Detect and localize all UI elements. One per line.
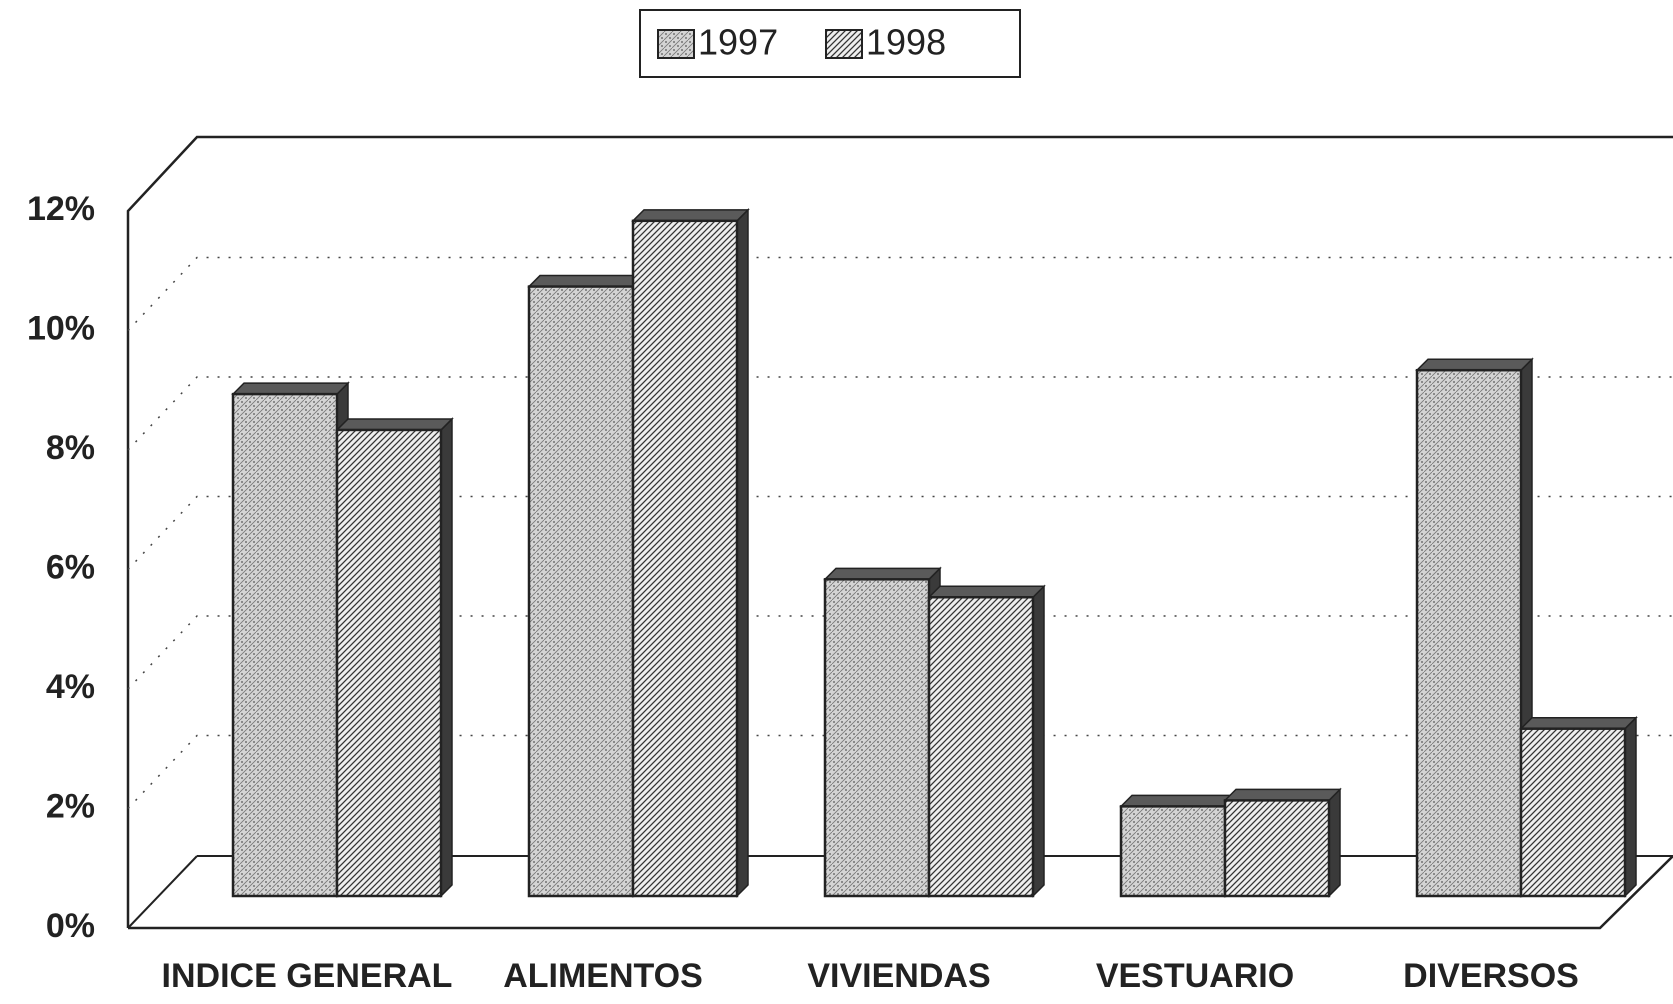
x-tick-label: VESTUARIO [1096, 957, 1294, 995]
x-tick-label: ALIMENTOS [503, 957, 703, 995]
bar-face [631, 209, 750, 222]
bar [335, 417, 454, 898]
bar [1119, 793, 1238, 898]
grid-line [127, 376, 1673, 451]
bar [1519, 715, 1638, 898]
bar [823, 566, 942, 898]
legend-label: 1997 [698, 22, 778, 63]
bar-face [1519, 716, 1638, 730]
x-tick-label: INDICE GENERAL [162, 957, 453, 995]
bar-face [231, 392, 339, 898]
grid-line [127, 615, 1673, 690]
legend-swatch [657, 29, 695, 59]
bar-face [823, 567, 942, 581]
legend-swatch [825, 29, 863, 59]
bar [231, 381, 350, 898]
grid-line [127, 495, 1673, 571]
grid-line [127, 734, 1673, 810]
bar-face [823, 578, 931, 898]
bar-face [231, 382, 350, 395]
bar [1415, 357, 1534, 898]
bar [631, 208, 750, 898]
grid-line [127, 256, 1673, 332]
x-tick-label: DIVERSOS [1403, 957, 1579, 995]
y-tick-label: 6% [46, 548, 95, 586]
bar-face [527, 285, 635, 898]
bar-face [1223, 799, 1331, 898]
bar-face [527, 274, 646, 288]
y-tick-label: 4% [46, 668, 95, 706]
x-tick-label: VIVIENDAS [807, 957, 990, 995]
bar-face [927, 596, 1035, 898]
bar [527, 273, 646, 898]
bar [927, 584, 1046, 898]
bar-face [440, 417, 453, 898]
y-tick-label: 8% [46, 429, 95, 467]
bar-face [1415, 358, 1534, 371]
bar-face [1119, 805, 1227, 898]
bar-face [1223, 788, 1342, 802]
bar-face [335, 418, 454, 431]
bar-face [1119, 794, 1238, 808]
bar-face [631, 219, 739, 898]
y-tick-label: 12% [27, 190, 95, 228]
legend-label: 1998 [866, 22, 946, 63]
bar-face [1415, 368, 1523, 898]
bar-face [927, 585, 1046, 598]
bar-face [1624, 715, 1637, 898]
y-tick-label: 2% [46, 787, 95, 825]
bar-face [736, 208, 749, 898]
y-tick-label: 10% [27, 309, 95, 347]
y-tick-label: 0% [46, 907, 95, 945]
bar [1223, 787, 1342, 898]
bar-face [1519, 727, 1627, 898]
bar-face [1032, 584, 1045, 898]
bar-face [335, 428, 443, 898]
bar-face [1328, 787, 1341, 898]
